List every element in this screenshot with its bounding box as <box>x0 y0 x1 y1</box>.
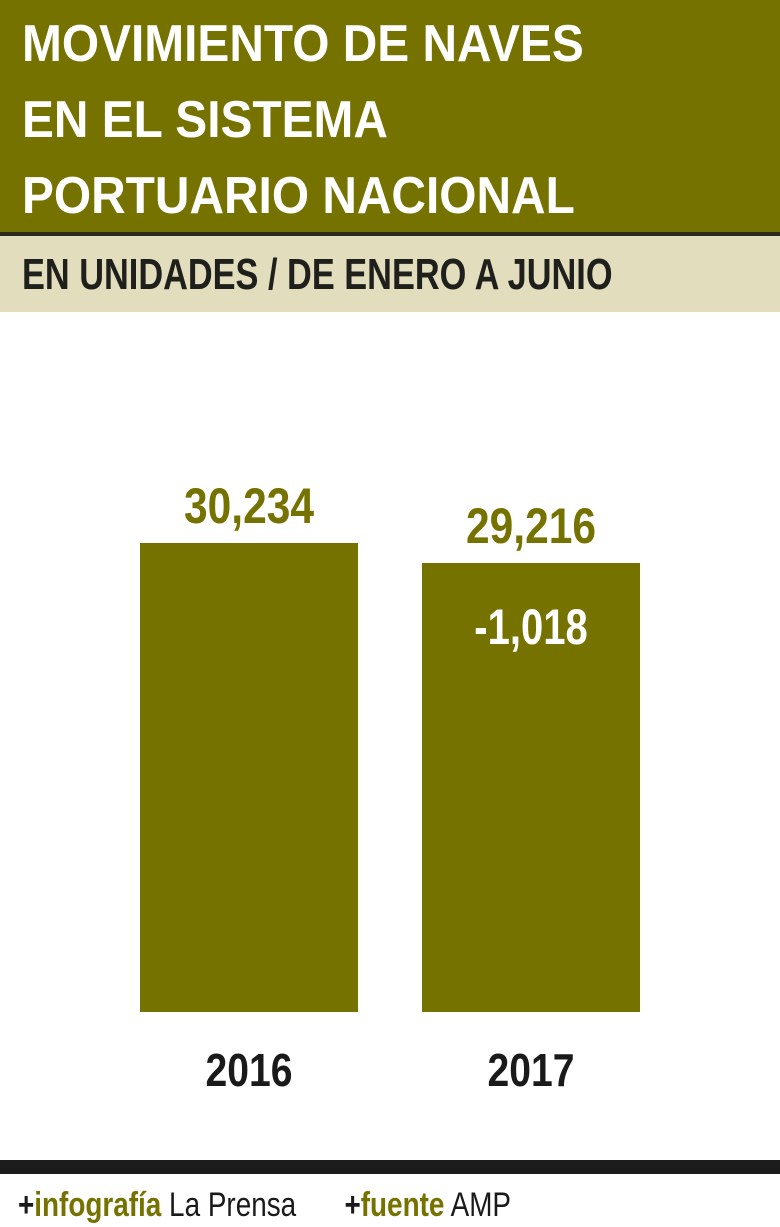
plus-icon: + <box>344 1186 361 1224</box>
title-line-3: PORTUARIO NACIONAL <box>22 167 575 225</box>
subtitle-band: EN UNIDADES / DE ENERO A JUNIO <box>0 236 780 312</box>
footer-credits: +infografía La Prensa +fuente AMP <box>18 1183 511 1227</box>
credit-label: infografía <box>34 1186 162 1224</box>
title-line-1: MOVIMIENTO DE NAVES <box>22 15 584 73</box>
year-label-2017: 2017 <box>487 1044 575 1096</box>
plus-icon: + <box>18 1186 35 1224</box>
title-panel: MOVIMIENTO DE NAVES EN EL SISTEMA PORTUA… <box>0 0 780 232</box>
bar-2016 <box>140 543 358 1012</box>
year-label-2016: 2016 <box>205 1044 293 1096</box>
delta-label-2017: -1,018 <box>474 599 588 655</box>
credit-value: La Prensa <box>169 1186 297 1224</box>
footer-rule <box>0 1160 780 1174</box>
chart-subtitle: EN UNIDADES / DE ENERO A JUNIO <box>22 250 613 299</box>
title-line-2: EN EL SISTEMA <box>22 91 388 149</box>
value-label-2016: 30,234 <box>184 478 314 534</box>
title-divider <box>0 232 780 236</box>
source-label: fuente <box>360 1186 445 1224</box>
bar-2017 <box>422 563 640 1012</box>
value-label-2017: 29,216 <box>466 498 596 554</box>
source-value: AMP <box>450 1186 512 1224</box>
